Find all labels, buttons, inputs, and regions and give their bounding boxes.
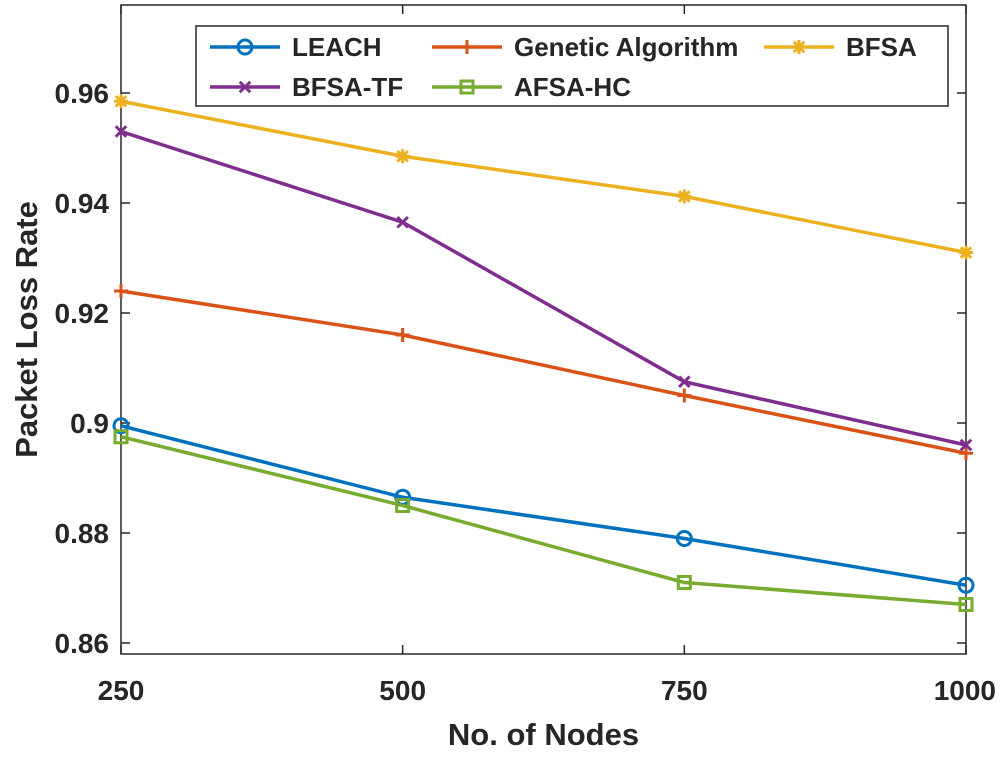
y-tick-label: 0.88 (55, 518, 110, 549)
data-point-marker (957, 576, 975, 594)
series-line (120, 289, 967, 455)
x-tick-label: 500 (379, 675, 426, 706)
y-tick-label: 0.9 (70, 408, 109, 439)
series-bfsa-tf (114, 125, 973, 452)
legend-label: BFSA (846, 32, 917, 62)
x-tick-label: 750 (661, 675, 708, 706)
data-point-marker (959, 438, 973, 452)
data-point-marker (113, 429, 129, 445)
data-point-marker (958, 597, 974, 612)
data-point-marker (677, 388, 692, 403)
y-tick-label: 0.86 (55, 628, 110, 659)
legend-label: Genetic Algorithm (514, 32, 738, 62)
x-tick-label: 250 (98, 675, 145, 706)
x-tick-label: 1000 (934, 675, 996, 706)
series-bfsa (114, 94, 973, 260)
data-point-marker (114, 284, 128, 298)
legend-item: BFSA (764, 32, 917, 62)
series-line (120, 435, 967, 607)
legend-label: AFSA-HC (514, 72, 631, 102)
data-point-marker (114, 125, 128, 138)
legend-label: LEACH (292, 32, 382, 62)
legend-item: AFSA-HC (432, 72, 631, 102)
data-point-marker (114, 94, 128, 109)
series-line (120, 129, 967, 447)
data-point-marker (395, 328, 410, 342)
plot-area (120, 4, 967, 655)
legend-item: BFSA-TF (210, 72, 403, 102)
data-point-marker (395, 149, 410, 164)
legend-box (195, 25, 949, 107)
data-point-marker (959, 446, 973, 461)
data-point-marker (112, 417, 130, 435)
series-leach (112, 417, 975, 594)
data-point-marker (959, 245, 973, 260)
series-genetic-algorithm (114, 284, 973, 461)
series-line (120, 424, 967, 587)
legend-item: LEACH (210, 32, 382, 62)
data-point-marker (395, 498, 411, 513)
data-point-marker (396, 215, 409, 229)
y-tick-label: 0.94 (55, 188, 110, 219)
legend-label: BFSA-TF (292, 72, 403, 102)
y-tick-label: 0.96 (55, 78, 110, 109)
legend-marker (792, 40, 806, 54)
legend-item: Genetic Algorithm (432, 32, 738, 62)
legend-marker (236, 38, 254, 56)
y-axis-label: Packet Loss Rate (9, 201, 44, 458)
data-point-marker (678, 375, 691, 389)
legend-marker (460, 40, 474, 54)
legend-marker (459, 79, 475, 95)
series-line (120, 99, 967, 255)
data-point-marker (676, 575, 692, 590)
x-axis-label: No. of Nodes (448, 717, 639, 752)
data-point-marker (677, 189, 692, 204)
y-tick-label: 0.92 (55, 298, 110, 329)
series-afsa-hc (113, 429, 974, 612)
data-point-marker (675, 530, 693, 547)
legend-marker (238, 80, 252, 94)
